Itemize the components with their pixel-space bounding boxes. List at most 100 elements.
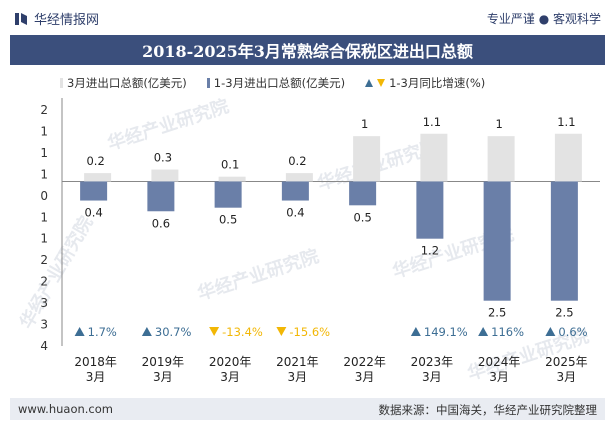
bar-march xyxy=(353,136,381,182)
x-category-label: 2025年 xyxy=(545,355,588,369)
bar-march xyxy=(420,133,448,182)
bar-march xyxy=(151,169,179,182)
tagline: 专业严谨 ● 客观科学 xyxy=(487,10,601,27)
legend-down-triangle-icon xyxy=(377,79,386,87)
bar-march xyxy=(285,173,313,182)
bar-cum xyxy=(147,181,175,212)
x-category-label: 3月 xyxy=(86,370,106,384)
x-category-label: 3月 xyxy=(489,370,509,384)
tagline-right: 客观科学 xyxy=(552,12,601,26)
x-category-label: 2021年 xyxy=(276,355,319,369)
x-category-label: 3月 xyxy=(422,370,442,384)
bar-cum xyxy=(80,181,108,201)
growth-up-triangle-icon xyxy=(74,327,85,336)
bar-cum xyxy=(281,181,309,201)
tagline-left: 专业严谨 xyxy=(486,12,535,26)
bar-label-march: 0.2 xyxy=(288,154,306,168)
bar-cum xyxy=(214,181,242,208)
y-tick-label: 1 xyxy=(40,210,48,224)
y-tick-label: 1 xyxy=(40,232,48,246)
y-tick-label: 1 xyxy=(40,146,48,160)
y-tick-label: 2 xyxy=(40,253,48,267)
x-category-label: 3月 xyxy=(153,370,173,384)
growth-up-triangle-icon xyxy=(478,327,489,336)
x-category-label: 2018年 xyxy=(74,355,117,369)
y-tick-label: 3 xyxy=(40,318,48,332)
top-bar: 华经情报网 专业严谨 ● 客观科学 xyxy=(0,0,615,34)
growth-label: 116% xyxy=(491,325,524,339)
legend-march-swatch xyxy=(60,78,63,88)
bar-cum xyxy=(550,181,578,301)
y-tick-label: 3 xyxy=(40,296,48,310)
legend-cum-swatch xyxy=(206,78,210,88)
bar-label-cum: 1.2 xyxy=(421,244,439,258)
bar-label-cum: 0.5 xyxy=(353,210,371,224)
growth-label: -13.4% xyxy=(222,325,263,339)
brand-name: 华经情报网 xyxy=(34,13,100,28)
bar-label-cum: 0.5 xyxy=(219,213,237,227)
y-tick-label: 1 xyxy=(40,124,48,138)
legend-growth-label: 1-3月同比增速(%) xyxy=(389,76,486,90)
legend-march-total: 3月进出口总额(亿美元) xyxy=(60,75,187,91)
growth-label: -15.6% xyxy=(289,325,330,339)
bar-cum xyxy=(416,181,444,239)
bar-label-march: 1.1 xyxy=(557,115,575,129)
x-category-label: 2023年 xyxy=(411,355,454,369)
growth-label: 30.7% xyxy=(155,325,192,339)
legend-up-triangle-icon xyxy=(365,79,374,87)
footer-source: 数据来源：中国海关，华经产业研究院整理 xyxy=(378,403,598,417)
watermark-text: 华经产业研究院 xyxy=(195,245,322,305)
brand-logo-icon xyxy=(15,12,27,25)
x-category-label: 2019年 xyxy=(142,355,185,369)
y-tick-label: 4 xyxy=(40,339,48,353)
bar-label-march: 0.1 xyxy=(221,158,239,172)
bar-label-cum: 0.4 xyxy=(84,206,102,220)
bar-label-cum: 0.4 xyxy=(286,206,304,220)
growth-up-triangle-icon xyxy=(141,327,152,336)
legend-growth: 1-3月同比增速(%) xyxy=(365,75,485,91)
x-category-label: 3月 xyxy=(220,370,240,384)
bar-label-cum: 2.5 xyxy=(555,306,573,320)
growth-label: 149.1% xyxy=(424,325,468,339)
tagline-dot-icon: ● xyxy=(538,12,553,26)
bar-label-march: 1 xyxy=(495,117,502,131)
legend-march-label: 3月进出口总额(亿美元) xyxy=(67,76,187,90)
bar-label-cum: 2.5 xyxy=(488,306,506,320)
bar-march xyxy=(218,176,246,182)
y-tick-label: 1 xyxy=(40,167,48,181)
legend-cum-total: 1-3月进出口总额(亿美元) xyxy=(206,75,346,91)
x-category-label: 2024年 xyxy=(478,355,521,369)
growth-label: 0.6% xyxy=(558,325,587,339)
footer: www.huaon.com 数据来源：中国海关，华经产业研究院整理 xyxy=(10,398,605,420)
bar-label-cum: 0.6 xyxy=(152,216,170,230)
bar-cum xyxy=(483,181,511,301)
growth-label: 1.7% xyxy=(88,325,117,339)
bar-label-march: 0.3 xyxy=(154,151,172,165)
chart-title: 2018-2025年3月常熟综合保税区进出口总额 xyxy=(10,35,605,65)
bar-march xyxy=(554,133,582,182)
x-category-label: 3月 xyxy=(288,370,308,384)
x-category-label: 3月 xyxy=(355,370,375,384)
y-tick-label: 2 xyxy=(40,103,48,117)
bar-march xyxy=(487,136,515,182)
x-category-label: 3月 xyxy=(557,370,577,384)
footer-website[interactable]: www.huaon.com xyxy=(18,402,113,416)
bar-cum xyxy=(349,181,377,206)
growth-up-triangle-icon xyxy=(545,327,556,336)
growth-up-triangle-icon xyxy=(410,327,421,336)
bar-label-march: 1.1 xyxy=(423,115,441,129)
bar-label-march: 0.2 xyxy=(86,154,104,168)
watermark-text: 华经产业研究院 xyxy=(15,212,97,332)
growth-down-triangle-icon xyxy=(276,327,287,336)
brand[interactable]: 华经情报网 xyxy=(14,9,99,28)
x-category-label: 2020年 xyxy=(209,355,252,369)
y-tick-label: 2 xyxy=(40,275,48,289)
y-tick-label: 0 xyxy=(40,189,48,203)
growth-down-triangle-icon xyxy=(209,327,220,336)
watermark-text: 华经产业研究院 xyxy=(105,95,232,155)
bar-march xyxy=(84,173,112,182)
x-category-label: 2022年 xyxy=(343,355,386,369)
legend-cum-label: 1-3月进出口总额(亿美元) xyxy=(213,76,346,90)
bar-label-march: 1 xyxy=(361,117,368,131)
